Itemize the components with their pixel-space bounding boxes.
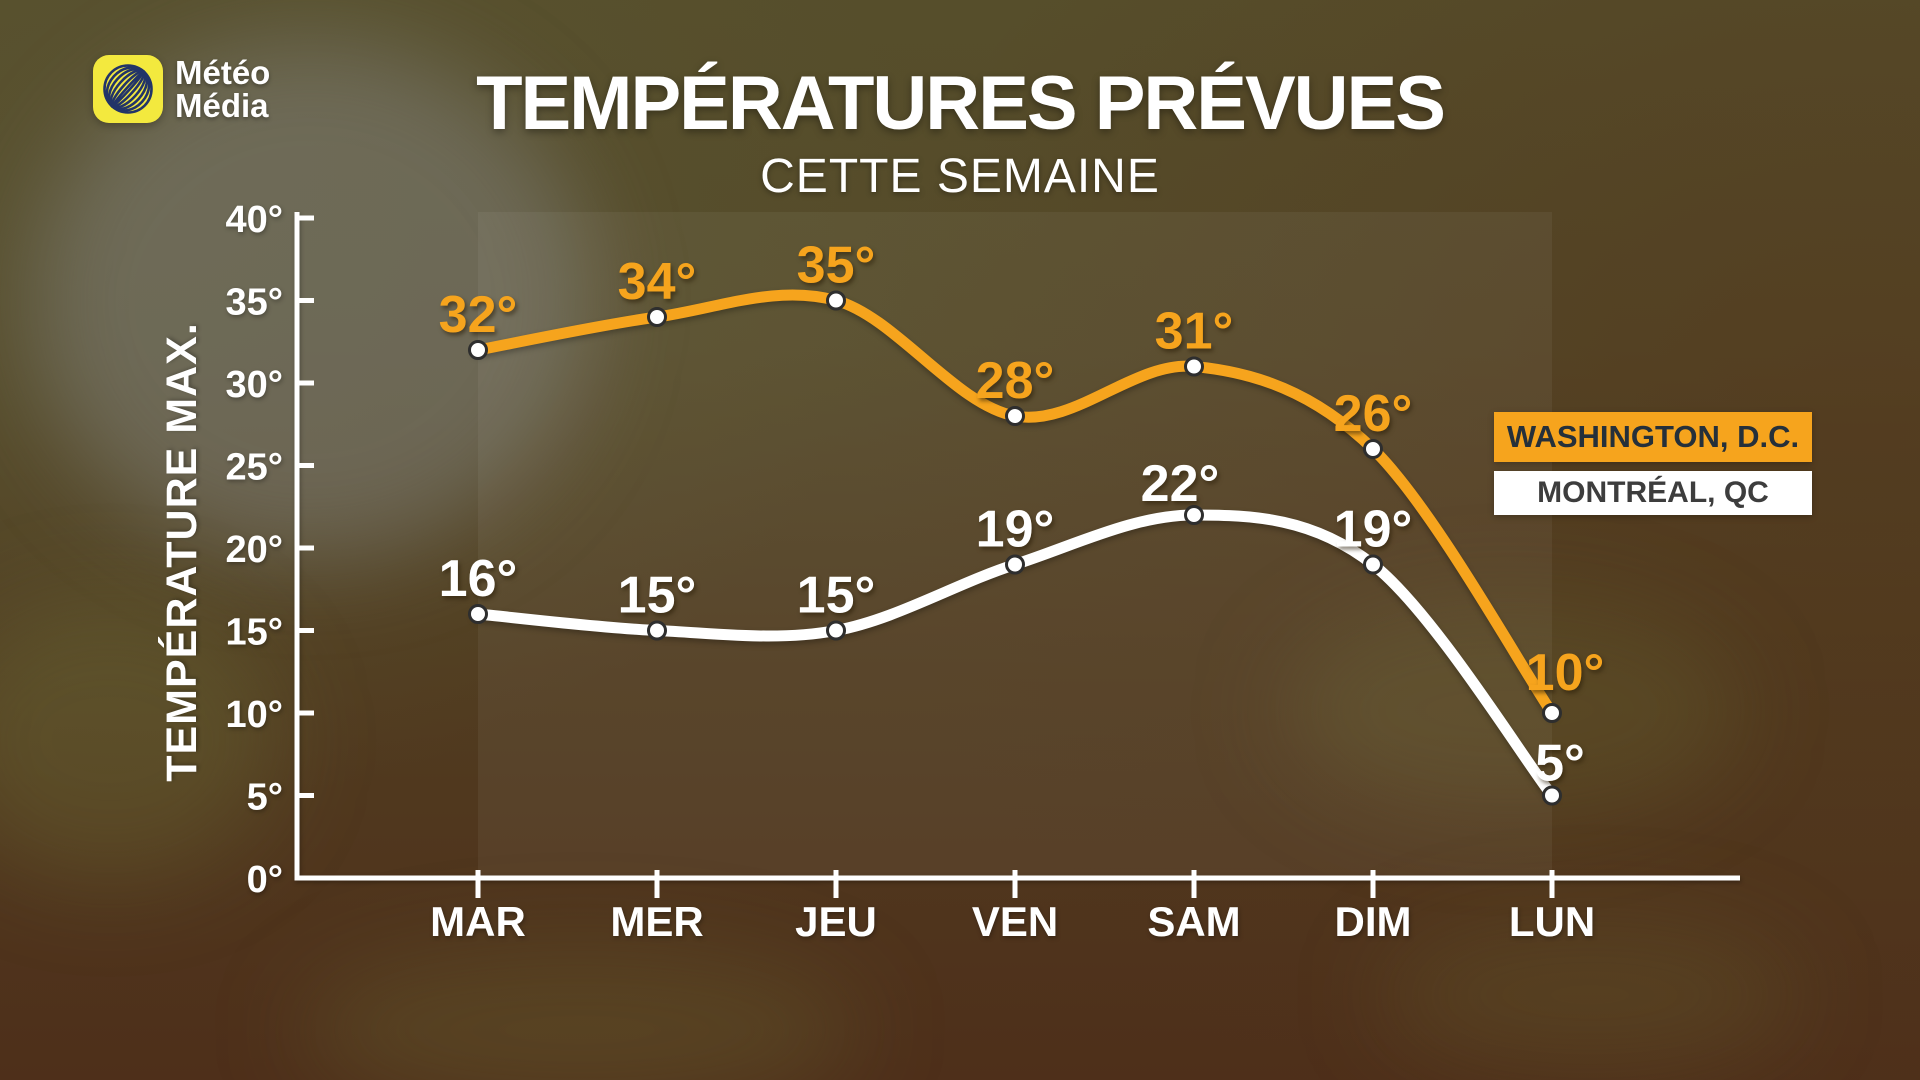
point-dot [1363,439,1383,459]
point-dot [1363,554,1383,575]
y-tick-label: 5° [247,777,283,819]
x-tick-label: JEU [795,898,877,945]
y-tick-label: 35° [226,282,283,324]
x-tick-label: LUN [1509,898,1595,945]
x-tick-label: MAR [430,898,526,945]
y-tick-label: 25° [226,447,283,489]
point-dot [1542,703,1562,723]
globe-icon [93,55,163,123]
legend: WASHINGTON, D.C. MONTRÉAL, QC [1494,412,1812,515]
point-dot [826,620,846,641]
y-tick-label: 10° [226,694,283,736]
point-dot [1005,406,1025,426]
point-label: 28° [976,352,1055,410]
legend-item-montreal: MONTRÉAL, QC [1494,471,1812,515]
point-dot [1542,785,1562,806]
brand-wordmark: Météo Média [175,56,270,122]
point-label: 19° [1334,501,1413,559]
brand-line-1: Météo [175,54,271,91]
point-label: 26° [1334,385,1413,443]
header: TEMPÉRATURES PRÉVUES CETTE SEMAINE [0,0,1920,204]
x-tick-label: VEN [972,898,1058,945]
point-dot [1184,356,1204,377]
point-label: 35° [797,237,876,295]
axes [294,212,1740,881]
point-label: 15° [618,567,697,625]
page-subtitle: CETTE SEMAINE [760,150,1160,203]
point-dot [468,340,488,360]
x-tick-label: MER [610,898,703,945]
point-label: 34° [618,253,697,311]
legend-item-washington: WASHINGTON, D.C. [1494,412,1812,462]
meteomedia-logo: Météo Média [93,55,270,123]
point-dot [826,290,846,311]
point-label: 10° [1526,644,1605,702]
point-label: 19° [976,501,1055,559]
y-tick-label: 0° [247,859,283,901]
point-dot [468,604,488,624]
point-dot [647,307,667,327]
point-label: 15° [797,567,876,625]
point-label: 22° [1141,455,1220,513]
point-dot [1184,505,1204,525]
brand-line-2: Média [175,87,269,124]
x-tick-label: DIM [1335,898,1412,945]
point-dot [1005,554,1025,575]
y-tick-label: 15° [226,612,283,654]
y-axis-title: TEMPÉRATURE MAX. [158,322,206,782]
x-tick-label: SAM [1147,898,1240,945]
point-label: 16° [439,550,518,608]
y-tick-label: 30° [226,364,283,406]
point-label: 5° [1535,735,1585,793]
point-label: 32° [439,286,518,344]
y-tick-label: 40° [226,199,283,241]
y-tick-label: 20° [226,529,283,571]
point-dot [647,620,667,641]
page-title: TEMPÉRATURES PRÉVUES [476,61,1446,146]
point-label: 31° [1155,303,1234,361]
